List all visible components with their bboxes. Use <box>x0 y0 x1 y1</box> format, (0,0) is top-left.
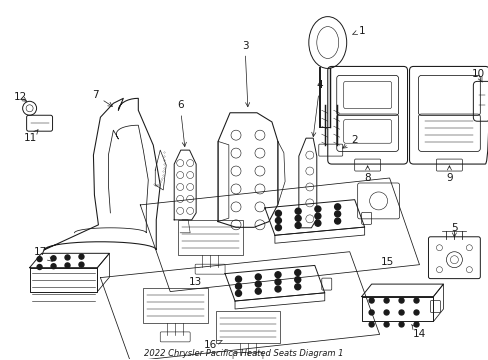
Circle shape <box>295 222 301 228</box>
Bar <box>215 311 280 343</box>
Circle shape <box>235 283 241 289</box>
Circle shape <box>235 291 241 296</box>
Text: 14: 14 <box>411 324 425 339</box>
Text: 17: 17 <box>34 247 52 261</box>
Circle shape <box>334 204 340 210</box>
Circle shape <box>65 255 70 260</box>
Circle shape <box>413 298 418 303</box>
Circle shape <box>294 277 300 283</box>
Circle shape <box>398 310 403 315</box>
Circle shape <box>398 298 403 303</box>
Circle shape <box>368 310 373 315</box>
Circle shape <box>255 274 261 280</box>
Text: 16: 16 <box>203 340 222 350</box>
Circle shape <box>334 211 340 217</box>
Text: 2: 2 <box>342 135 357 148</box>
Circle shape <box>314 213 320 219</box>
Text: 10: 10 <box>471 69 484 82</box>
Text: 15: 15 <box>380 257 393 267</box>
Text: 12: 12 <box>14 92 27 102</box>
Text: 9: 9 <box>445 166 452 183</box>
Bar <box>177 220 242 255</box>
Text: 1: 1 <box>352 26 364 36</box>
Text: 3: 3 <box>241 41 249 107</box>
Circle shape <box>65 263 70 268</box>
Circle shape <box>368 322 373 327</box>
Bar <box>142 288 207 323</box>
Circle shape <box>235 276 241 282</box>
Circle shape <box>79 262 84 267</box>
Circle shape <box>294 270 300 275</box>
Circle shape <box>314 220 320 226</box>
Circle shape <box>368 298 373 303</box>
Circle shape <box>295 208 301 214</box>
Circle shape <box>383 298 388 303</box>
Circle shape <box>295 215 301 221</box>
Circle shape <box>255 288 261 294</box>
Text: 8: 8 <box>364 166 370 183</box>
Circle shape <box>275 225 281 231</box>
Circle shape <box>413 310 418 315</box>
Circle shape <box>51 264 56 269</box>
Circle shape <box>398 322 403 327</box>
Circle shape <box>383 322 388 327</box>
Circle shape <box>314 206 320 212</box>
Circle shape <box>275 210 281 216</box>
Text: 11: 11 <box>24 130 38 143</box>
Text: 4: 4 <box>311 80 323 137</box>
Text: 13: 13 <box>188 276 202 287</box>
Text: 7: 7 <box>92 90 112 106</box>
Circle shape <box>275 217 281 224</box>
Circle shape <box>274 279 281 285</box>
Circle shape <box>51 256 56 261</box>
Circle shape <box>294 284 300 290</box>
Text: 5: 5 <box>450 223 457 237</box>
Circle shape <box>383 310 388 315</box>
Circle shape <box>37 257 42 262</box>
Circle shape <box>37 265 42 270</box>
Circle shape <box>274 286 281 292</box>
Text: 2022 Chrysler Pacifica Heated Seats Diagram 1: 2022 Chrysler Pacifica Heated Seats Diag… <box>144 349 343 358</box>
Circle shape <box>79 254 84 259</box>
Text: 6: 6 <box>177 100 186 147</box>
Circle shape <box>413 322 418 327</box>
Circle shape <box>334 218 340 224</box>
Circle shape <box>255 281 261 287</box>
Circle shape <box>274 272 281 278</box>
